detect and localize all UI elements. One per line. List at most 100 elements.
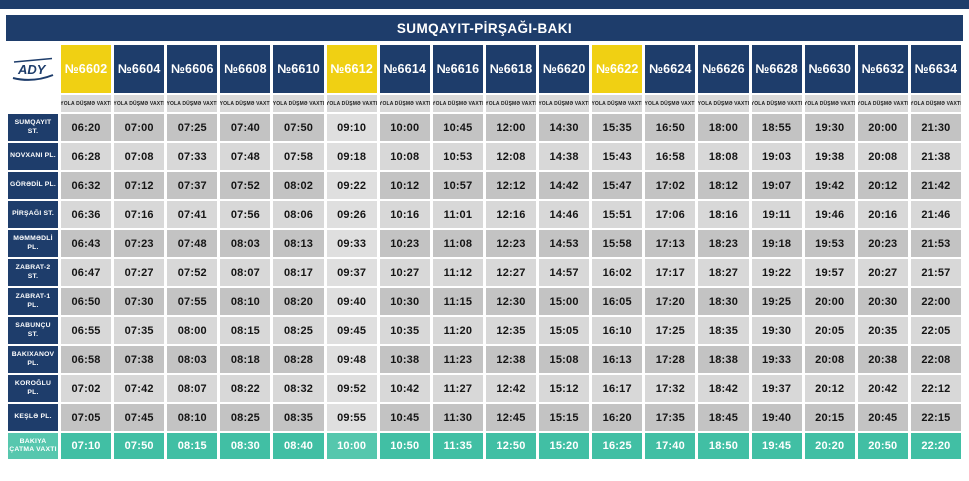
station-label-9: BAKIXANOV PL. <box>8 346 58 373</box>
time-cell: 19:33 <box>751 346 802 373</box>
time-cell: 11:01 <box>432 201 483 228</box>
time-cell: 21:38 <box>910 143 961 170</box>
time-cell: 19:25 <box>751 288 802 315</box>
time-cell: 06:28 <box>61 143 112 170</box>
time-cell: 16:13 <box>592 346 643 373</box>
time-cell: 21:42 <box>910 172 961 199</box>
time-cell: 07:27 <box>114 259 165 286</box>
train-number-6612: №6612 <box>326 45 377 93</box>
departure-time-label: YOLA DÜŞMƏ VAXTI <box>751 95 802 112</box>
time-cell: 16:02 <box>592 259 643 286</box>
time-cell: 16:58 <box>645 143 696 170</box>
train-number-6604: №6604 <box>114 45 165 93</box>
time-cell: 15:58 <box>592 230 643 257</box>
time-cell: 14:53 <box>539 230 590 257</box>
time-cell: 18:08 <box>698 143 749 170</box>
arrival-time-cell: 11:35 <box>432 433 483 459</box>
time-cell: 08:28 <box>273 346 324 373</box>
station-label-4: PİRŞAĞI ST. <box>8 201 58 228</box>
departure-time-label: YOLA DÜŞMƏ VAXTI <box>326 95 377 112</box>
train-number-6632: №6632 <box>857 45 908 93</box>
station-label-8: SABUNÇU ST. <box>8 317 58 344</box>
train-number-6606: №6606 <box>167 45 218 93</box>
departure-time-label: YOLA DÜŞMƏ VAXTI <box>114 95 165 112</box>
time-cell: 18:23 <box>698 230 749 257</box>
station-label-3: GÖRƏDİL PL. <box>8 172 58 199</box>
arrival-time-cell: 20:20 <box>804 433 855 459</box>
train-number-6634: №6634 <box>910 45 961 93</box>
train-number-6614: №6614 <box>379 45 430 93</box>
time-cell: 10:16 <box>379 201 430 228</box>
train-number-6602: №6602 <box>61 45 112 93</box>
time-cell: 09:55 <box>326 404 377 431</box>
time-cell: 09:26 <box>326 201 377 228</box>
time-cell: 08:06 <box>273 201 324 228</box>
time-cell: 18:42 <box>698 375 749 402</box>
time-cell: 19:40 <box>751 404 802 431</box>
departure-time-label: YOLA DÜŞMƏ VAXTI <box>645 95 696 112</box>
time-cell: 06:58 <box>61 346 112 373</box>
time-cell: 08:13 <box>273 230 324 257</box>
time-cell: 19:18 <box>751 230 802 257</box>
time-cell: 20:05 <box>804 317 855 344</box>
time-cell: 08:17 <box>273 259 324 286</box>
time-cell: 06:20 <box>61 114 112 141</box>
train-number-6630: №6630 <box>804 45 855 93</box>
time-cell: 18:12 <box>698 172 749 199</box>
time-cell: 10:30 <box>379 288 430 315</box>
time-cell: 07:16 <box>114 201 165 228</box>
time-cell: 22:00 <box>910 288 961 315</box>
arrival-time-cell: 10:00 <box>326 433 377 459</box>
time-cell: 10:00 <box>379 114 430 141</box>
departure-time-label: YOLA DÜŞMƏ VAXTI <box>167 95 218 112</box>
time-cell: 12:42 <box>485 375 537 402</box>
station-label-5: MƏMMƏDLİ PL. <box>8 230 58 257</box>
time-cell: 10:38 <box>379 346 430 373</box>
time-cell: 09:10 <box>326 114 377 141</box>
time-cell: 15:35 <box>592 114 643 141</box>
time-cell: 17:17 <box>645 259 696 286</box>
time-cell: 14:30 <box>539 114 590 141</box>
departure-time-label: YOLA DÜŞMƏ VAXTI <box>379 95 430 112</box>
time-cell: 10:12 <box>379 172 430 199</box>
time-cell: 17:32 <box>645 375 696 402</box>
arrival-time-cell: 16:25 <box>592 433 643 459</box>
time-cell: 08:22 <box>220 375 271 402</box>
time-cell: 14:38 <box>539 143 590 170</box>
train-number-6610: №6610 <box>273 45 324 93</box>
time-cell: 07:02 <box>61 375 112 402</box>
time-cell: 08:07 <box>167 375 218 402</box>
time-cell: 09:45 <box>326 317 377 344</box>
time-cell: 15:51 <box>592 201 643 228</box>
time-cell: 15:08 <box>539 346 590 373</box>
time-cell: 08:10 <box>220 288 271 315</box>
departure-time-label: YOLA DÜŞMƏ VAXTI <box>61 95 112 112</box>
arrival-time-cell: 08:30 <box>220 433 271 459</box>
time-cell: 16:10 <box>592 317 643 344</box>
time-cell: 19:46 <box>804 201 855 228</box>
time-cell: 21:53 <box>910 230 961 257</box>
time-cell: 10:45 <box>379 404 430 431</box>
time-cell: 06:55 <box>61 317 112 344</box>
train-number-6616: №6616 <box>432 45 483 93</box>
departure-time-label: YOLA DÜŞMƏ VAXTI <box>539 95 590 112</box>
time-cell: 20:16 <box>857 201 908 228</box>
time-cell: 10:42 <box>379 375 430 402</box>
time-cell: 07:42 <box>114 375 165 402</box>
time-cell: 11:08 <box>432 230 483 257</box>
time-cell: 11:12 <box>432 259 483 286</box>
subheader-spacer <box>8 95 58 112</box>
time-cell: 07:00 <box>114 114 165 141</box>
time-cell: 16:05 <box>592 288 643 315</box>
time-cell: 20:35 <box>857 317 908 344</box>
station-label-7: ZABRAT-1 PL. <box>8 288 58 315</box>
time-cell: 07:56 <box>220 201 271 228</box>
time-cell: 18:55 <box>751 114 802 141</box>
top-bar <box>0 0 969 9</box>
time-cell: 10:27 <box>379 259 430 286</box>
time-cell: 22:08 <box>910 346 961 373</box>
arrival-time-cell: 07:50 <box>114 433 165 459</box>
time-cell: 19:38 <box>804 143 855 170</box>
time-cell: 12:27 <box>485 259 537 286</box>
